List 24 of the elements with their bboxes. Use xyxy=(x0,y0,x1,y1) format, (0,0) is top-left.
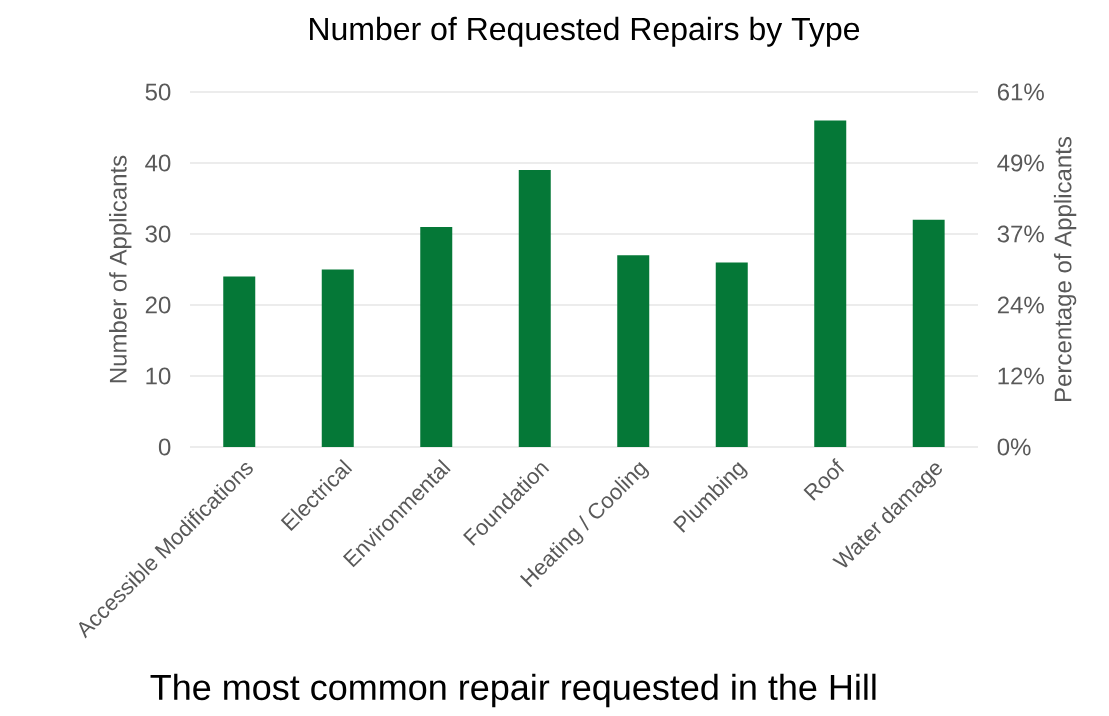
bar xyxy=(420,226,453,447)
y-tick-label: 50 xyxy=(145,83,171,101)
bar xyxy=(223,276,256,447)
y2-tick-label: 49% xyxy=(997,154,1044,172)
y-tick-label: 10 xyxy=(146,367,171,385)
y2-tick-label: 0% xyxy=(997,438,1031,456)
y-tick-label: 0 xyxy=(158,438,171,456)
bar xyxy=(518,170,551,447)
bar xyxy=(715,262,748,447)
y-tick-label: 40 xyxy=(145,154,171,172)
y2-tick-label: 61% xyxy=(997,83,1044,101)
y2-axis-title: Percentage of Applicants xyxy=(1053,136,1077,401)
bar xyxy=(912,219,945,447)
bar xyxy=(321,269,354,447)
y-tick-label: 30 xyxy=(145,225,171,243)
y2-tick-label: 12% xyxy=(998,367,1044,385)
bar xyxy=(617,255,650,447)
y-axis-title: Number of Applicants xyxy=(109,155,132,383)
text: The most common repair requested in the Hill xyxy=(150,673,876,708)
y-tick-label: 20 xyxy=(145,296,171,314)
bar xyxy=(814,120,847,447)
y2-tick-label: 24% xyxy=(997,296,1044,314)
y2-tick-label: 37% xyxy=(997,225,1044,243)
chart-title: Number of Requested Repairs by Type xyxy=(310,16,860,47)
